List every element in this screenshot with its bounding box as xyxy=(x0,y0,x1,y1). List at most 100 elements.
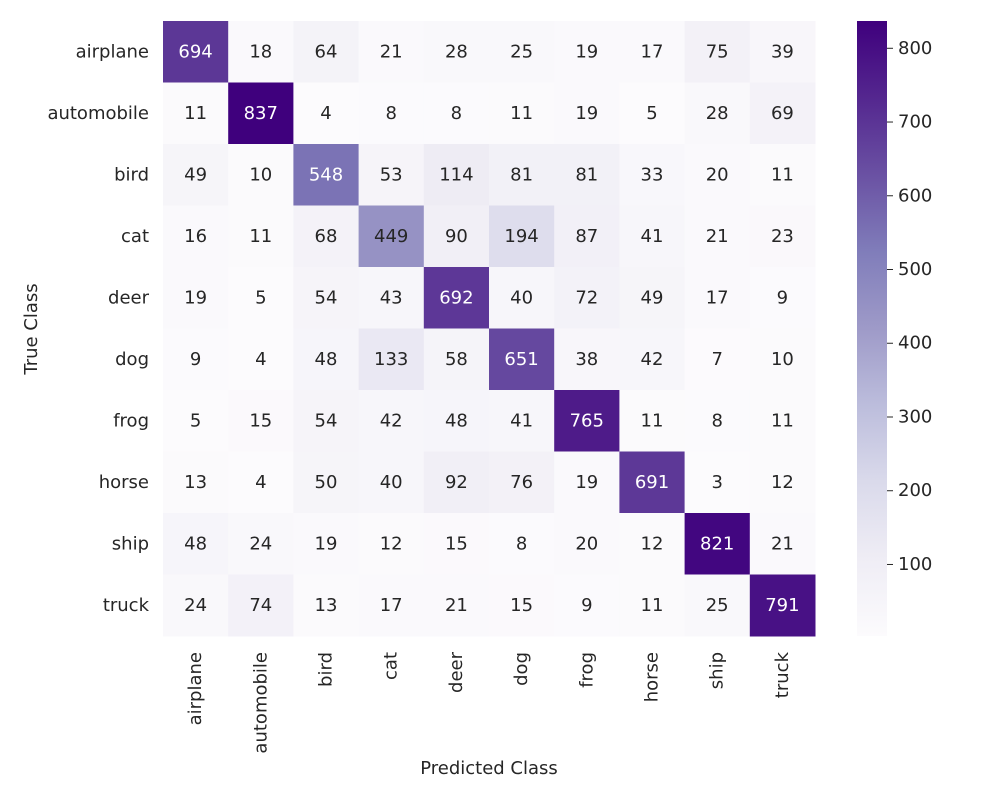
cell-value-label: 5 xyxy=(255,287,266,308)
cell-value-label: 21 xyxy=(380,41,403,62)
heatmap-cell xyxy=(619,513,686,575)
cell-value-label: 4 xyxy=(255,472,266,493)
x-tick-label: dog xyxy=(511,652,532,686)
cell-value-label: 28 xyxy=(445,41,468,62)
cell-value-label: 133 xyxy=(374,349,408,370)
heatmap-cell xyxy=(619,21,686,83)
x-tick-label: horse xyxy=(642,652,663,702)
cell-value-label: 49 xyxy=(641,287,664,308)
heatmap-cell xyxy=(293,144,360,206)
cell-value-label: 10 xyxy=(771,349,794,370)
cell-value-label: 90 xyxy=(445,226,468,247)
x-tick-label: ship xyxy=(707,652,728,689)
colorbar-tick-label: 500 xyxy=(898,259,932,280)
heatmap-cell xyxy=(228,82,294,145)
heatmap-cell xyxy=(619,451,686,514)
heatmap-cell xyxy=(749,144,816,206)
cell-value-label: 87 xyxy=(575,226,598,247)
colorbar-tick-label: 600 xyxy=(898,185,932,206)
heatmap-cell xyxy=(619,390,686,452)
cell-value-label: 25 xyxy=(706,595,729,616)
heatmap-cell xyxy=(684,205,751,268)
heatmap-cell xyxy=(554,574,620,637)
heatmap-cell xyxy=(358,574,425,637)
heatmap-cell xyxy=(423,328,490,391)
cell-value-label: 81 xyxy=(575,164,598,185)
cell-value-label: 69 xyxy=(771,103,794,124)
heatmap-cell xyxy=(163,451,229,514)
cell-value-label: 19 xyxy=(575,41,598,62)
cell-value-label: 8 xyxy=(711,410,722,431)
heatmap-cell xyxy=(554,82,620,145)
cell-value-label: 42 xyxy=(380,410,403,431)
cell-value-label: 4 xyxy=(255,349,266,370)
cell-value-label: 194 xyxy=(504,226,538,247)
cell-value-label: 10 xyxy=(249,164,272,185)
cell-value-label: 19 xyxy=(575,103,598,124)
cell-value-label: 765 xyxy=(570,410,604,431)
cell-value-label: 15 xyxy=(445,533,468,554)
heatmap-cell xyxy=(228,267,294,329)
cell-value-label: 12 xyxy=(380,533,403,554)
x-tick-label: frog xyxy=(576,652,597,688)
cell-value-label: 692 xyxy=(439,287,473,308)
cell-value-label: 13 xyxy=(184,472,207,493)
cell-value-label: 21 xyxy=(771,533,794,554)
cell-value-label: 75 xyxy=(706,41,729,62)
heatmap-cell xyxy=(489,205,555,268)
heatmap-cell xyxy=(489,390,555,452)
cell-value-label: 21 xyxy=(706,226,729,247)
heatmap-cell xyxy=(749,82,816,145)
heatmap-cell xyxy=(163,574,229,637)
y-tick-label: automobile xyxy=(47,103,149,124)
cell-value-label: 50 xyxy=(315,472,338,493)
colorbar-tick-label: 100 xyxy=(898,554,932,575)
y-tick-label: dog xyxy=(115,349,149,370)
cell-value-label: 53 xyxy=(380,164,403,185)
cell-value-label: 41 xyxy=(510,410,533,431)
cell-value-label: 4 xyxy=(320,103,331,124)
heatmap-cell xyxy=(358,267,425,329)
cell-value-label: 11 xyxy=(184,103,207,124)
heatmap-cell xyxy=(554,328,620,391)
heatmap-cell xyxy=(293,267,360,329)
cell-value-label: 11 xyxy=(771,164,794,185)
heatmap-cell xyxy=(489,574,555,637)
heatmap-cell xyxy=(684,267,751,329)
heatmap-cell xyxy=(358,21,425,83)
heatmap-cell xyxy=(423,390,490,452)
cell-value-label: 15 xyxy=(510,595,533,616)
cell-value-label: 28 xyxy=(706,103,729,124)
cell-value-label: 38 xyxy=(575,349,598,370)
heatmap-cell xyxy=(749,267,816,329)
cell-value-label: 9 xyxy=(190,349,201,370)
cell-value-label: 64 xyxy=(315,41,338,62)
x-tick-label: bird xyxy=(316,652,337,687)
heatmap-cell xyxy=(228,144,294,206)
colorbar xyxy=(857,21,887,636)
y-axis-title: True Class xyxy=(21,283,42,375)
heatmap-cell xyxy=(749,390,816,452)
heatmap-cell xyxy=(489,451,555,514)
y-axis-ticks: airplane automobile bird cat deer dog frog hors… xyxy=(47,41,149,616)
x-tick-label: automobile xyxy=(250,652,271,754)
heatmap-cell xyxy=(358,328,425,391)
heatmap-cell xyxy=(228,21,294,83)
heatmap-cell xyxy=(554,21,620,83)
heatmap-cell xyxy=(293,574,360,637)
cell-value-label: 11 xyxy=(641,410,664,431)
y-tick-label: airplane xyxy=(76,41,149,62)
heatmap-cells xyxy=(163,21,816,637)
colorbar-tick-label: 700 xyxy=(898,112,932,133)
cell-value-label: 12 xyxy=(641,533,664,554)
heatmap-cell xyxy=(554,205,620,268)
heatmap-cell xyxy=(293,390,360,452)
y-tick-label: cat xyxy=(121,226,149,247)
cell-value-label: 791 xyxy=(765,595,799,616)
heatmap-cell xyxy=(228,205,294,268)
cell-value-label: 33 xyxy=(641,164,664,185)
heatmap-cell xyxy=(358,513,425,575)
x-tick-label: truck xyxy=(772,651,793,698)
heatmap-cell xyxy=(423,451,490,514)
heatmap-cell xyxy=(749,205,816,268)
